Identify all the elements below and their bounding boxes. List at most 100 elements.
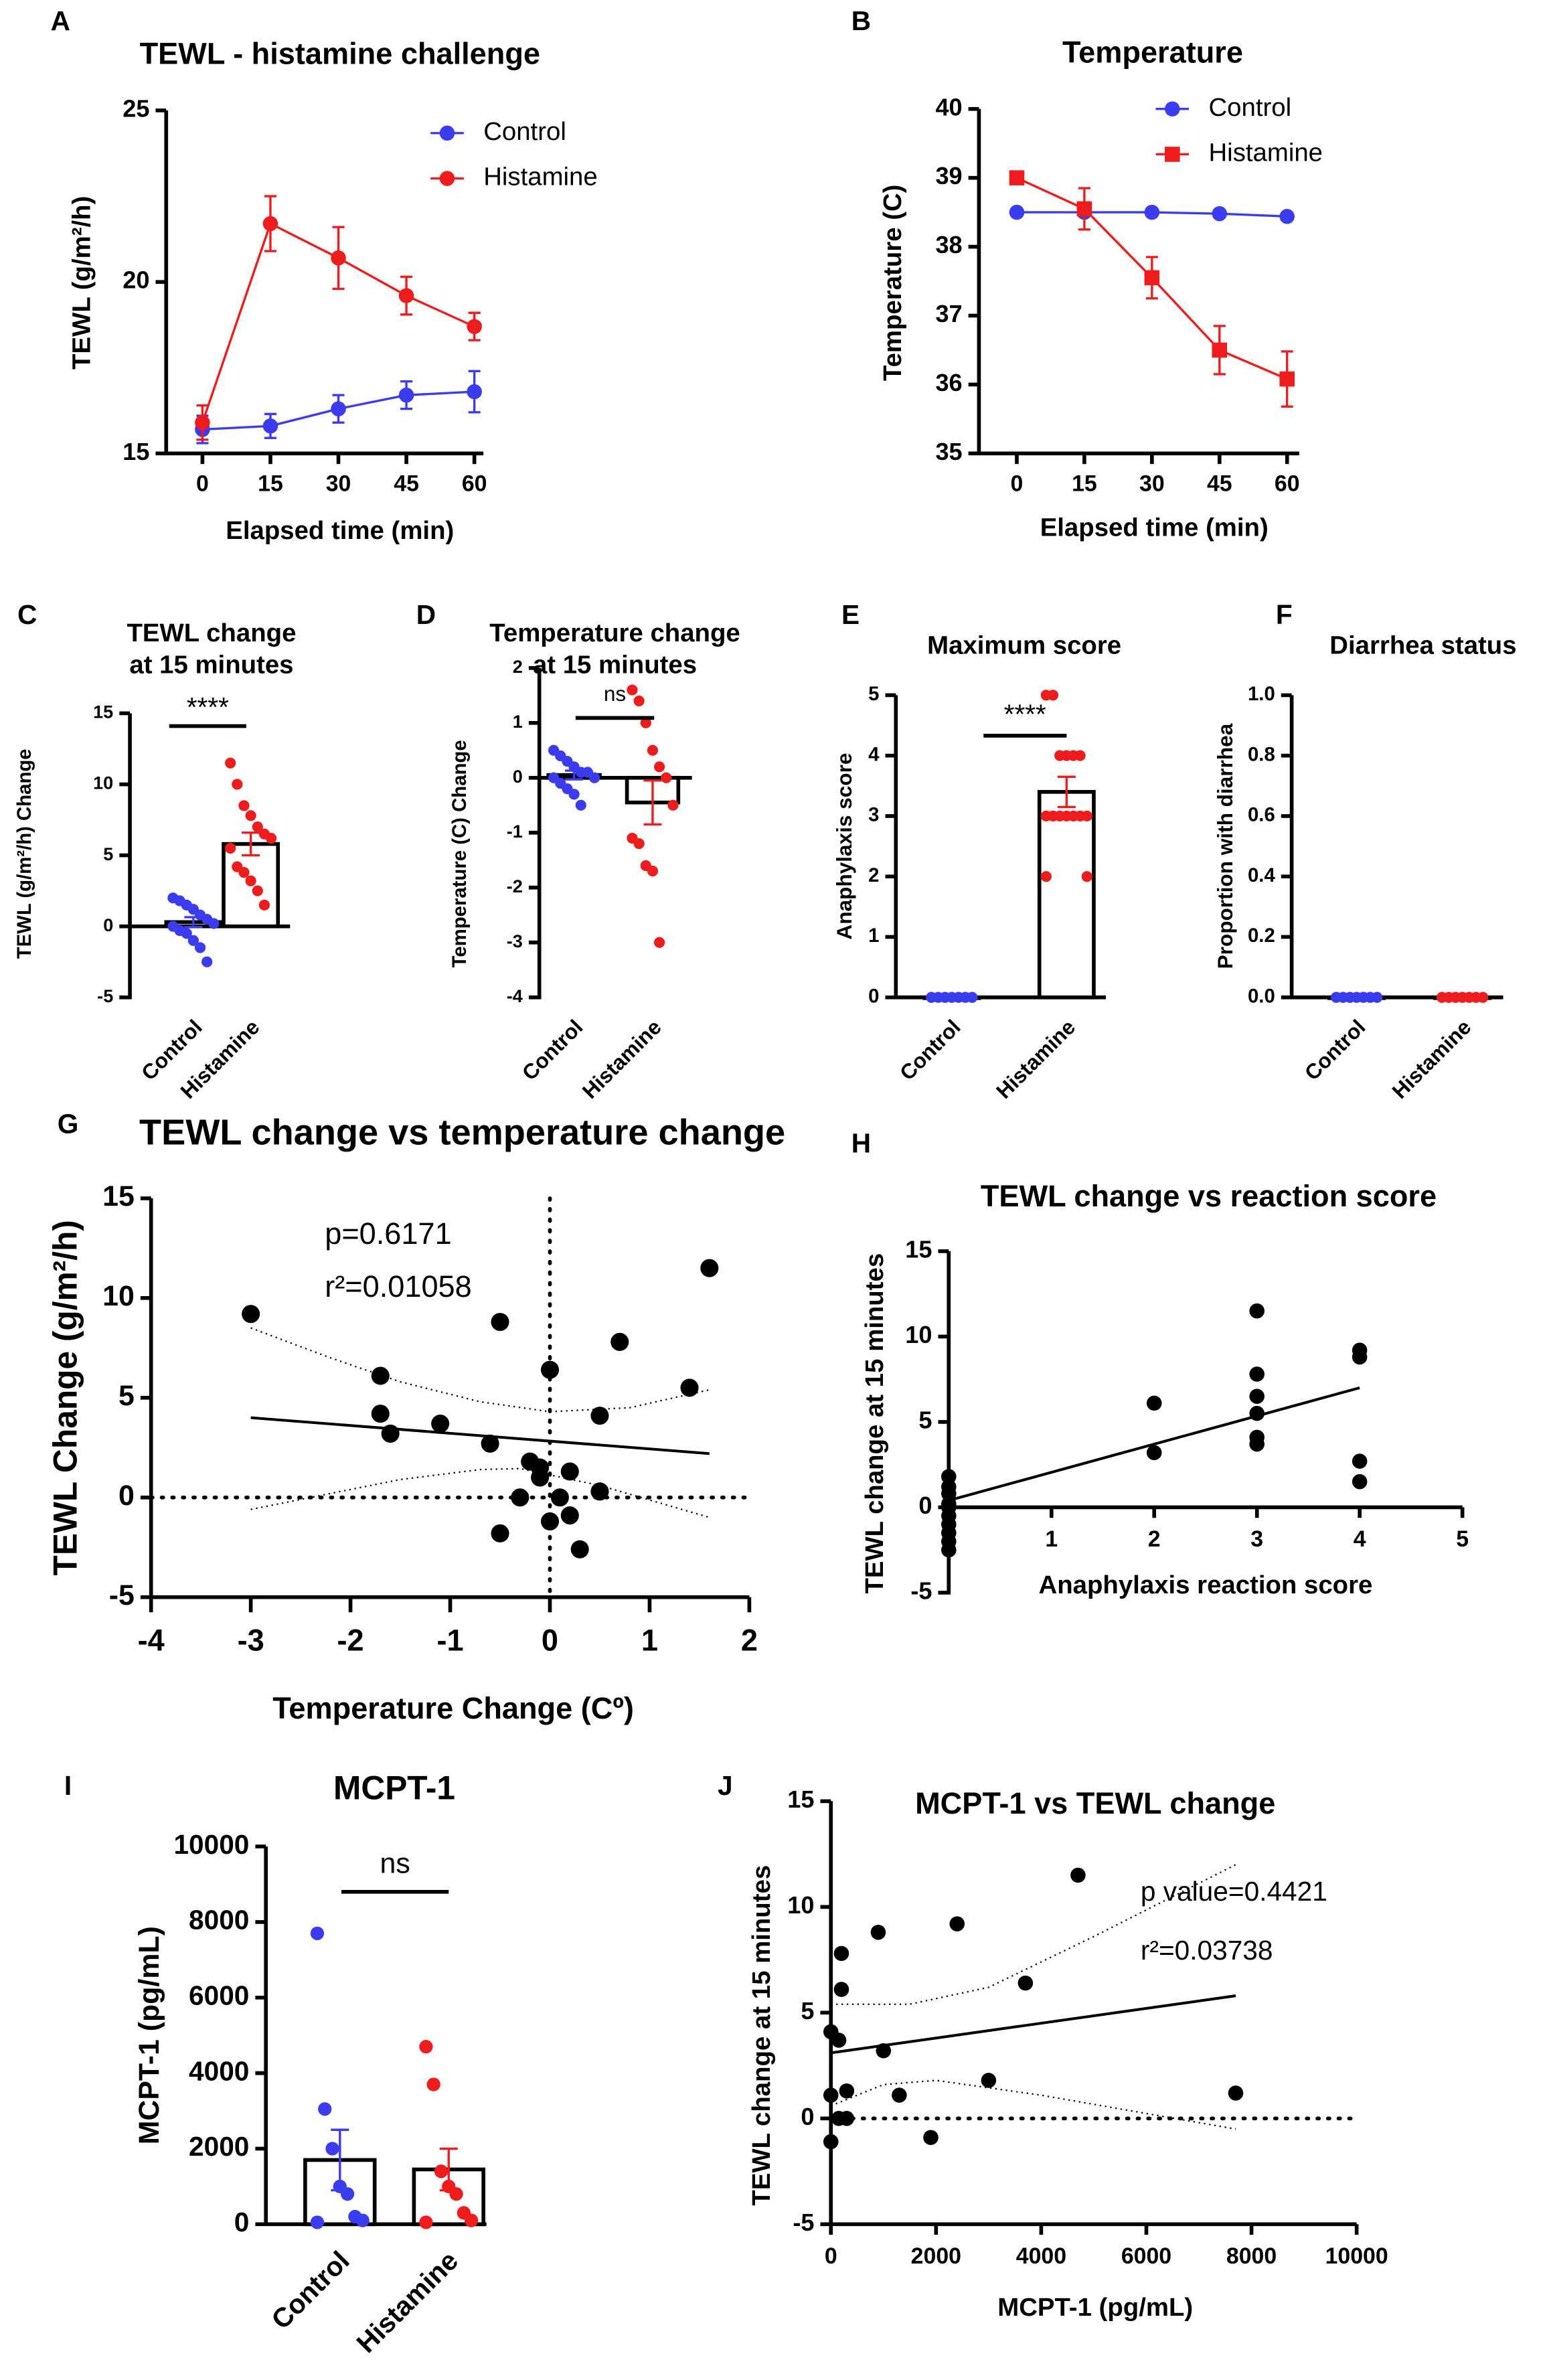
data-point: [181, 928, 192, 939]
data-point: [431, 1415, 450, 1433]
x-tick-label: 15: [1072, 471, 1097, 497]
data-point: [225, 842, 236, 854]
regression-line: [948, 1386, 1360, 1502]
data-point: [923, 2130, 939, 2146]
data-point: [511, 1488, 530, 1507]
data-point: [238, 800, 250, 811]
data-point: [434, 2164, 449, 2178]
y-tick-label: 0.8: [1248, 743, 1275, 765]
y-tick-label: -5: [109, 1579, 135, 1611]
x-tick-label: 1: [1045, 1526, 1058, 1552]
y-axis-label: TEWL Change (g/m²/h): [47, 1220, 84, 1575]
y-tick-label: 5: [868, 683, 879, 705]
data-point: [653, 937, 665, 948]
y-axis-label: MCPT-1 (pg/mL): [133, 1926, 165, 2144]
data-point: [831, 2033, 847, 2048]
chart-title: TEWL change vs reaction score: [981, 1179, 1437, 1213]
y-tick-label: -5: [910, 1577, 932, 1604]
x-tick-label: 60: [462, 471, 487, 497]
y-tick-label: 1.0: [1248, 683, 1275, 705]
data-point: [245, 875, 256, 886]
x-tick-label: 60: [1275, 471, 1300, 497]
panel-letter: E: [841, 599, 860, 630]
y-tick-label: 20: [123, 266, 149, 294]
y-axis-label: Proportion with diarrhea: [1213, 723, 1237, 969]
data-point: [823, 2087, 839, 2103]
chart-title: TEWL change vs temperature change: [139, 1112, 785, 1152]
data-point: [252, 885, 263, 896]
chart-title: TEWL - histamine challenge: [140, 37, 540, 71]
data-point: [245, 810, 256, 821]
data-point: [967, 991, 978, 1003]
data-point: [647, 744, 659, 756]
x-tick-label: 8000: [1226, 2243, 1277, 2269]
y-tick-label: 0.6: [1248, 804, 1275, 826]
data-point: [1074, 810, 1086, 822]
y-tick-label: 1: [868, 925, 879, 947]
x-tick-label: 1: [641, 1623, 658, 1657]
data-point: [262, 418, 278, 434]
data-point: [981, 2073, 997, 2088]
y-tick-label: 5: [801, 1997, 814, 2025]
data-point: [201, 956, 213, 967]
data-point: [1070, 1867, 1086, 1883]
y-tick-label: -3: [507, 931, 523, 951]
data-point: [310, 2215, 325, 2229]
x-tick-label: 30: [326, 471, 351, 497]
x-tick-label: 45: [1207, 471, 1232, 497]
y-tick-label: 2: [868, 864, 879, 886]
data-point: [1146, 1395, 1162, 1411]
y-axis-label: TEWL change at 15 minutes: [860, 1253, 889, 1594]
y-tick-label: 0: [513, 766, 523, 787]
x-axis-label: Temperature Change (Cº): [272, 1691, 634, 1725]
x-tick-label: 15: [258, 471, 283, 497]
y-tick-label: 15: [123, 438, 149, 465]
panel-letter: H: [851, 1128, 871, 1159]
legend-marker: [1165, 147, 1180, 162]
panel-letter: J: [718, 1770, 733, 1801]
y-tick-label: 8000: [189, 1905, 249, 1935]
data-point: [252, 821, 263, 833]
data-point: [560, 1462, 579, 1481]
data-point: [232, 779, 243, 790]
data-point: [355, 2213, 370, 2227]
chart-title: Maximum score: [927, 631, 1121, 659]
y-tick-label: 0.2: [1248, 925, 1275, 947]
y-tick-label: 5: [103, 844, 113, 864]
data-point: [1249, 1303, 1265, 1319]
data-point: [700, 1259, 719, 1277]
data-point: [1076, 201, 1092, 217]
data-point: [1212, 342, 1228, 358]
data-point: [1249, 1389, 1265, 1404]
data-point: [633, 838, 645, 850]
data-point: [1009, 204, 1025, 220]
data-point: [540, 1512, 560, 1531]
data-point: [588, 772, 600, 783]
x-category-label: Control: [265, 2245, 355, 2335]
legend-marker: [1165, 101, 1180, 117]
y-axis-label: Temperature (C): [878, 185, 907, 381]
y-tick-label: 3: [868, 804, 879, 826]
legend-marker: [439, 171, 455, 186]
y-tick-label: 5: [118, 1380, 135, 1412]
y-tick-label: 39: [935, 162, 962, 189]
y-tick-label: 4000: [189, 2055, 249, 2086]
x-axis-label: Elapsed time (min): [226, 516, 454, 545]
data-point: [225, 757, 236, 769]
x-category-label: Histamine: [991, 1015, 1080, 1103]
x-tick-label: -4: [138, 1623, 165, 1657]
x-tick-label: 0: [1011, 471, 1024, 497]
x-tick-label: 2: [1148, 1526, 1161, 1552]
x-tick-label: -2: [337, 1623, 364, 1657]
y-axis-label: TEWL (g/m²/h): [67, 196, 96, 370]
data-point: [1009, 170, 1025, 185]
data-point: [892, 2087, 907, 2103]
stat-annotation: r²=0.03738: [1141, 1935, 1273, 1966]
data-point: [1146, 1445, 1162, 1461]
data-point: [568, 789, 580, 800]
data-point: [1371, 991, 1383, 1003]
data-point: [1352, 1349, 1368, 1365]
data-point: [575, 799, 586, 811]
y-tick-label: 38: [935, 231, 962, 258]
y-tick-label: -2: [507, 876, 523, 896]
